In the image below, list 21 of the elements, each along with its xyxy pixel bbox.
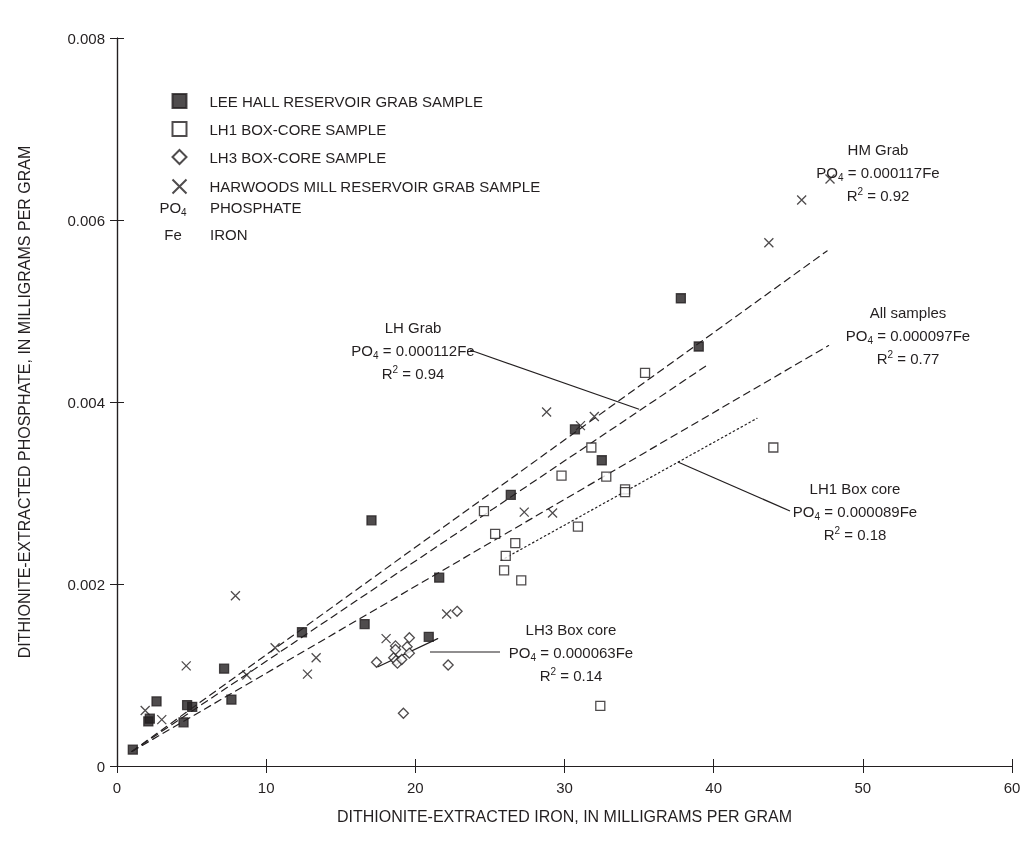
x-tick-label: 30: [556, 779, 573, 796]
annotation: IRON: [210, 225, 248, 243]
x-axis-title: DITHIONITE-EXTRACTED IRON, IN MILLIGRAMS PER GRAM: [336, 807, 793, 825]
y-tick-label: 0.008: [67, 29, 105, 47]
y-tick-label: 0.004: [67, 393, 105, 411]
x-tick-label: 20: [406, 779, 424, 796]
y-tick-label: 0.006: [67, 211, 105, 229]
x-tick-label: 10: [257, 779, 275, 796]
x-tick-label: 60: [1003, 779, 1021, 796]
x-tick-label: 50: [854, 779, 872, 796]
annotation: PHOSPHATE: [210, 198, 302, 216]
y-axis-title: DITHIONITE-EXTRACTED PHOSPHATE, IN MILLIGRAMS PER GRAM: [15, 145, 33, 659]
legend-label: LH3 BOX-CORE SAMPLE: [209, 148, 387, 166]
legend-label: LEE HALL RESERVOIR GRAB SAMPLE: [209, 92, 483, 110]
legend-label: HARWOODS MILL RESERVOIR GRAB SAMPLE: [209, 178, 541, 195]
x-tick-label: 40: [705, 779, 723, 796]
y-tick-label: 0.002: [67, 575, 105, 593]
legend-label: LH1 BOX-CORE SAMPLE: [209, 120, 387, 138]
x-tick-label: 0: [112, 779, 122, 796]
y-tick-label: 0: [96, 757, 105, 775]
annotation: Fe: [164, 225, 182, 243]
